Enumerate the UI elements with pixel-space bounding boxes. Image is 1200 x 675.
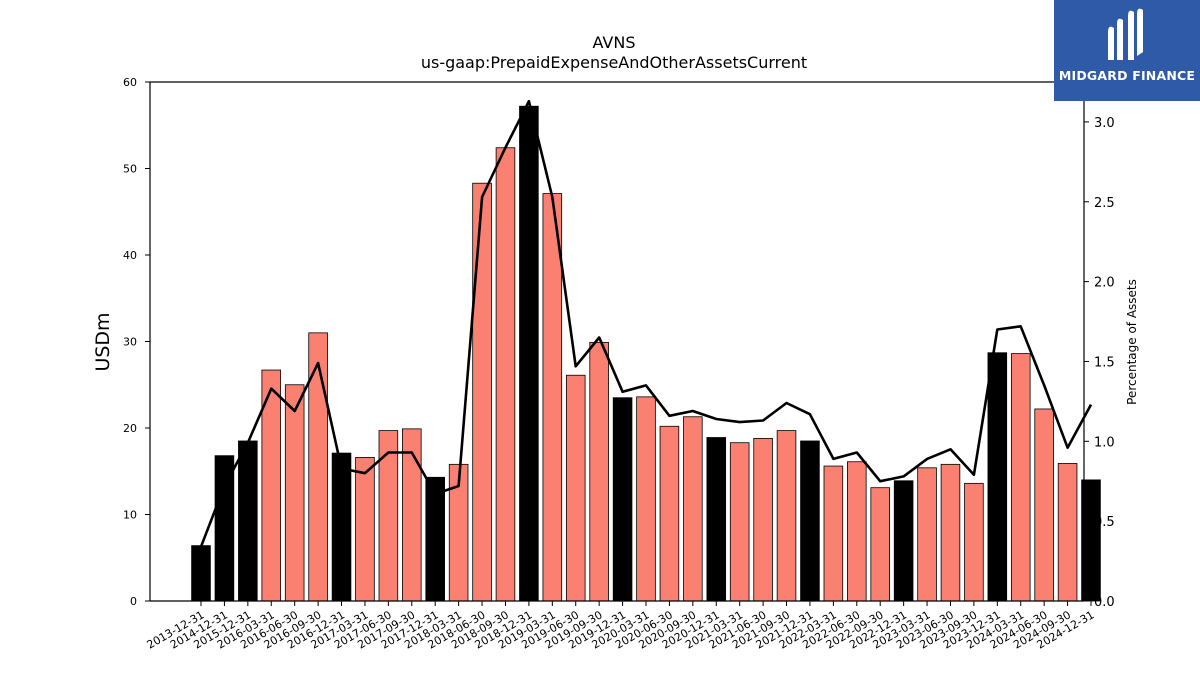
- bar-2013-12-31: [191, 545, 211, 602]
- bar-2020-12-31: [706, 437, 727, 602]
- bar-2021-12-31: [800, 440, 820, 602]
- bar-2022-12-31: [893, 480, 914, 602]
- y2-tick-label: 1.0: [1094, 435, 1115, 450]
- bar-2015-12-31: [238, 440, 258, 602]
- brand-logo: MIDGARD FINANCE: [1054, 0, 1200, 101]
- bar-2023-03-31: [917, 467, 937, 602]
- y-tick-label: 60: [123, 76, 137, 89]
- bar-2017-12-31: [425, 476, 445, 602]
- bar-2018-12-31: [519, 105, 539, 602]
- y2-tick-label: 2.5: [1094, 196, 1115, 211]
- y-tick-label: 30: [123, 336, 137, 349]
- bar-2017-06-30: [378, 430, 399, 602]
- bar-2021-03-31: [729, 442, 750, 602]
- y-tick-label: 40: [123, 249, 137, 262]
- bar-2019-03-31: [542, 193, 563, 602]
- bar-2020-06-30: [659, 425, 680, 602]
- y2-axis-label: Percentage of Assets: [1125, 279, 1139, 405]
- y-axis-label: USDm: [92, 312, 114, 371]
- bar-2022-03-31: [823, 465, 844, 602]
- bar-2016-09-30: [308, 332, 328, 602]
- bar-2023-12-31: [987, 352, 1008, 602]
- percentage-line-series: [199, 99, 1093, 548]
- y2-tick-label: 0.5: [1094, 515, 1115, 530]
- bar-2017-03-31: [355, 457, 375, 602]
- bar-2018-06-30: [472, 182, 492, 602]
- y2-tick-label: 3.0: [1094, 116, 1115, 131]
- y-tick-label: 0: [130, 595, 137, 608]
- bar-2022-09-30: [870, 487, 890, 602]
- bar-2016-06-30: [284, 384, 305, 602]
- y-tick-label: 50: [123, 163, 137, 176]
- y2-tick-label: 2.0: [1094, 276, 1115, 291]
- chart-title: AVNS: [593, 33, 636, 52]
- y-tick-label: 10: [123, 509, 137, 522]
- bar-2023-06-30: [940, 463, 961, 602]
- bar-2022-06-30: [847, 461, 867, 602]
- percentage-line: [199, 99, 1093, 548]
- chart-subtitle: us-gaap:PrepaidExpenseAndOtherAssetsCurr…: [421, 53, 807, 72]
- logo-text: MIDGARD FINANCE: [1058, 68, 1196, 83]
- bar-2020-09-30: [683, 416, 703, 602]
- y2-tick-label: 0.0: [1094, 595, 1115, 610]
- y-tick-label: 20: [123, 422, 137, 435]
- bar-2024-09-30: [1057, 463, 1078, 602]
- bar-series: [191, 105, 1101, 602]
- bar-2018-09-30: [495, 147, 516, 602]
- axes: 01020304050600.00.51.01.52.02.53.02013-1…: [123, 76, 1115, 652]
- bar-2021-09-30: [776, 430, 797, 602]
- bar-2021-06-30: [753, 437, 773, 602]
- logo-mark-icon: [1108, 8, 1143, 61]
- bar-2020-03-31: [636, 396, 656, 602]
- bar-2024-03-31: [1010, 353, 1031, 602]
- bar-2016-12-31: [331, 452, 352, 602]
- bar-2019-12-31: [612, 397, 633, 602]
- bar-2024-06-30: [1034, 408, 1054, 602]
- y2-tick-label: 1.5: [1094, 355, 1115, 370]
- bar-2023-09-30: [964, 482, 984, 602]
- bar-2014-12-31: [214, 455, 235, 602]
- bar-2019-09-30: [589, 341, 609, 602]
- bar-2019-06-30: [565, 374, 586, 602]
